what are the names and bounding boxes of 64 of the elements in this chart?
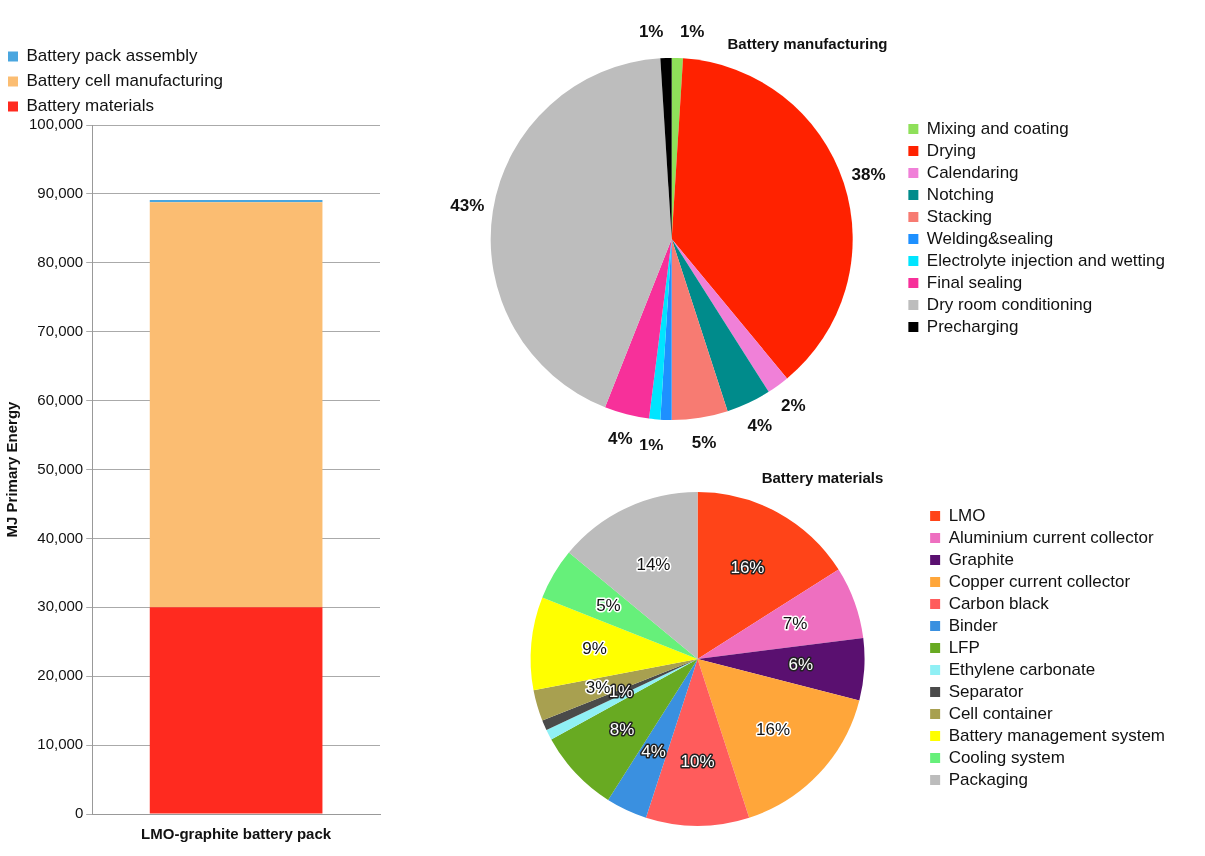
data-label: 16% (730, 557, 765, 577)
legend-label: Copper current collector (948, 571, 1131, 591)
data-label: 1% (638, 21, 664, 41)
data-label: 1% (679, 21, 705, 41)
legend-label: Separator (948, 681, 1024, 701)
data-label: 4% (641, 742, 666, 762)
legend-label: Calendaring (926, 162, 1019, 182)
legend-label: Carbon black (948, 593, 1050, 613)
data-label: 43% (450, 196, 485, 216)
legend-label: Cooling system (948, 747, 1065, 767)
data-label: 7% (782, 613, 808, 633)
bar (149, 202, 323, 608)
data-label: 3% (585, 677, 611, 697)
legend-label: Cell container (948, 703, 1053, 723)
data-label: 2% (781, 396, 806, 416)
legend-label: Battery cell manufacturing (26, 71, 224, 91)
legend-label: Packaging (948, 769, 1029, 789)
y-tick-label: 50,000 (37, 459, 84, 477)
data-label: 4% (747, 415, 773, 435)
y-tick-label: 30,000 (37, 597, 84, 615)
y-tick-label: 80,000 (37, 252, 84, 270)
legend-label: Electrolyte injection and wetting (926, 250, 1166, 270)
legend-label: Battery pack assembly (26, 46, 199, 66)
legend-label: Battery management system (948, 725, 1166, 745)
legend-label: Aluminium current collector (948, 527, 1154, 547)
y-tick-label: 10,000 (37, 735, 84, 753)
data-label: 6% (788, 655, 814, 675)
data-label: 10% (680, 752, 715, 772)
y-tick-label: 20,000 (37, 666, 84, 684)
legend-label: LMO (948, 505, 986, 525)
data-label: 1% (638, 435, 664, 455)
legend-label: Precharging (926, 316, 1019, 336)
legend-label: Battery materials (26, 96, 155, 116)
data-label: 8% (609, 719, 635, 739)
y-tick-label: 100,000 (28, 115, 84, 133)
data-label: 5% (691, 433, 717, 453)
legend-label: Mixing and coating (926, 118, 1069, 138)
data-label: 14% (636, 555, 671, 574)
chart-title: Battery materials (761, 469, 884, 487)
legend-label: Welding&sealing (926, 228, 1054, 248)
y-tick-label: 40,000 (37, 528, 84, 546)
legend-label: Dry room conditioning (926, 294, 1093, 314)
legend-label: LFP (948, 637, 980, 657)
y-axis-title: MJ Primary Energy (3, 400, 21, 538)
legend-label: Ethylene carbonate (948, 659, 1096, 679)
x-tick-label: LMO-graphite battery pack (141, 825, 332, 843)
legend-label: Graphite (948, 549, 1014, 569)
data-label: 9% (582, 638, 607, 658)
data-label: 4% (607, 429, 633, 449)
text: Battery manufacturing (727, 35, 888, 53)
legend-label: Drying (926, 140, 976, 160)
legend-label: Stacking (926, 206, 993, 226)
bar (149, 200, 323, 203)
y-tick-label: 90,000 (37, 184, 84, 202)
legend-label: Final sealing (926, 272, 1023, 292)
legend-label: Notching (926, 184, 994, 204)
y-tick-label: 60,000 (37, 390, 84, 408)
y-tick-label: 0 (74, 804, 84, 822)
y-tick-label: 70,000 (37, 321, 84, 339)
legend-label: Binder (948, 615, 999, 635)
data-label: 38% (851, 164, 886, 184)
data-label: 16% (756, 719, 791, 739)
bar (149, 607, 323, 814)
data-label: 5% (596, 595, 621, 615)
